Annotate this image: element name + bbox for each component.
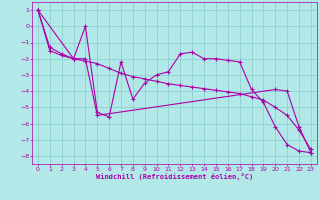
X-axis label: Windchill (Refroidissement éolien,°C): Windchill (Refroidissement éolien,°C) (96, 173, 253, 180)
